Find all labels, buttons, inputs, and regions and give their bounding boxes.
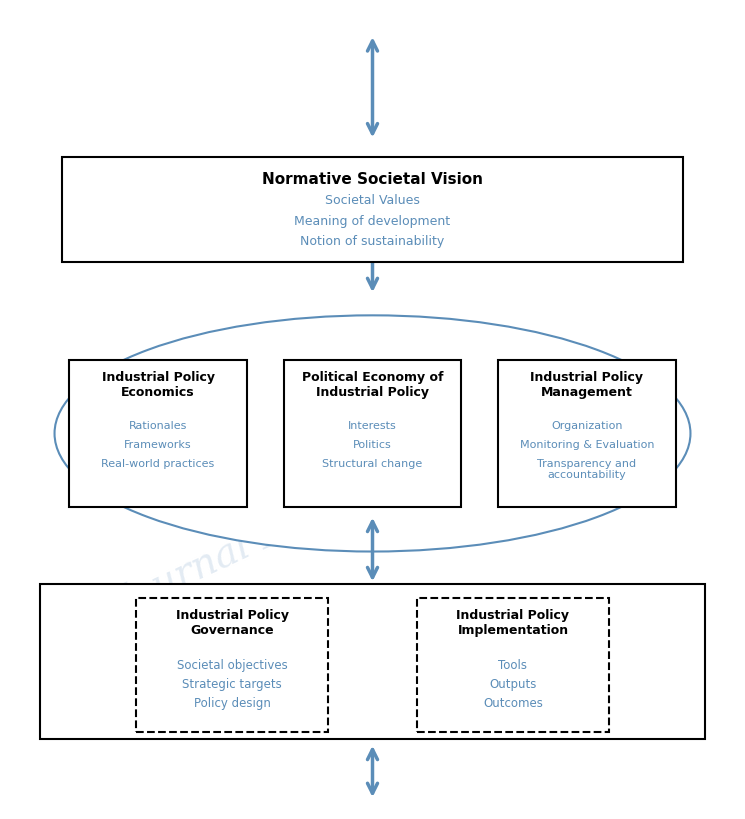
FancyBboxPatch shape xyxy=(69,360,247,507)
Text: Societal Values: Societal Values xyxy=(325,194,420,207)
FancyBboxPatch shape xyxy=(39,585,706,739)
FancyBboxPatch shape xyxy=(498,360,676,507)
Text: Societal objectives: Societal objectives xyxy=(177,658,288,672)
Text: Tools: Tools xyxy=(498,658,527,672)
Text: Notion of sustainability: Notion of sustainability xyxy=(300,234,445,247)
Text: Real-world practices: Real-world practices xyxy=(101,459,215,468)
FancyBboxPatch shape xyxy=(62,157,683,263)
FancyBboxPatch shape xyxy=(417,598,609,732)
Text: Rationales: Rationales xyxy=(129,421,187,431)
Text: Industrial Policy
Implementation: Industrial Policy Implementation xyxy=(457,608,569,636)
Text: Industrial Policy
Management: Industrial Policy Management xyxy=(530,370,644,398)
Text: Policy design: Policy design xyxy=(194,696,270,708)
Text: Outputs: Outputs xyxy=(489,677,536,690)
FancyBboxPatch shape xyxy=(284,360,461,507)
Text: Structural change: Structural change xyxy=(323,459,422,468)
Ellipse shape xyxy=(54,316,691,552)
Text: Politics: Politics xyxy=(353,440,392,450)
Text: Strategic targets: Strategic targets xyxy=(182,677,282,690)
Text: Normative Societal Vision: Normative Societal Vision xyxy=(262,172,483,187)
Text: Interests: Interests xyxy=(348,421,397,431)
Text: Transparency and
accountability: Transparency and accountability xyxy=(537,459,636,480)
Text: Outcomes: Outcomes xyxy=(483,696,543,708)
Text: Industrial Policy
Governance: Industrial Policy Governance xyxy=(176,608,288,636)
Text: Frameworks: Frameworks xyxy=(124,440,192,450)
FancyBboxPatch shape xyxy=(136,598,328,732)
Text: Organization: Organization xyxy=(551,421,623,431)
Text: Political Economy of
Industrial Policy: Political Economy of Industrial Policy xyxy=(302,370,443,398)
Text: Monitoring & Evaluation: Monitoring & Evaluation xyxy=(520,440,654,450)
Text: Journal Pre-proofs: Journal Pre-proofs xyxy=(112,439,455,624)
Text: Meaning of development: Meaning of development xyxy=(294,215,451,227)
Text: Industrial Policy
Economics: Industrial Policy Economics xyxy=(101,370,215,398)
